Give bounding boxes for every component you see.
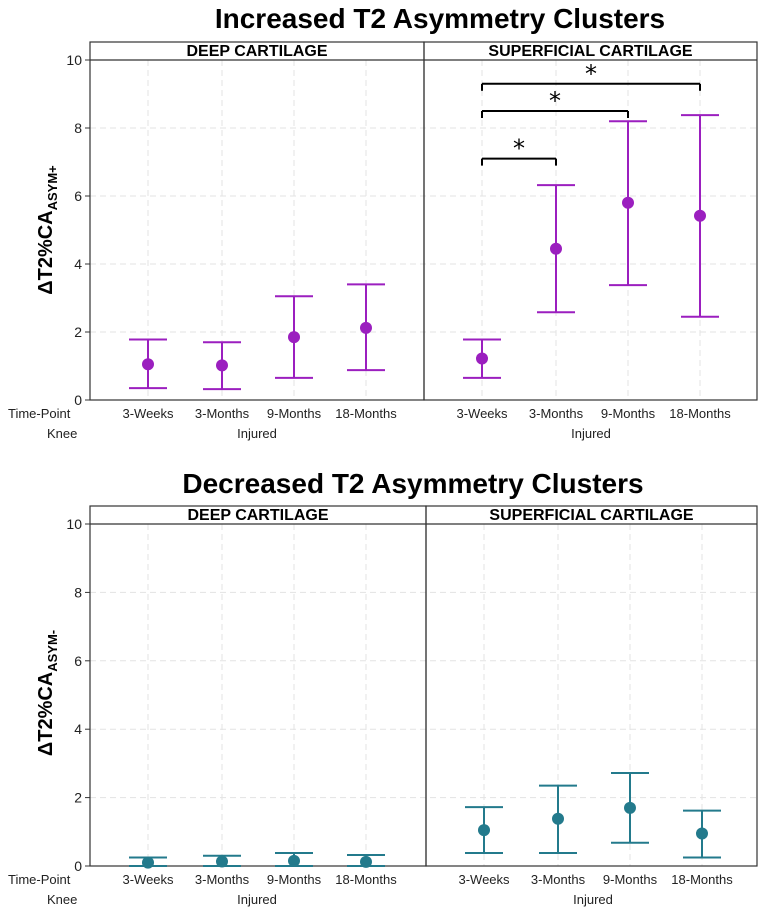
mean-point (552, 812, 564, 825)
chart-title: Increased T2 Asymmetry Clusters (215, 3, 665, 34)
panel-superficial: SUPERFICIAL CARTILAGE 3-Weeks 3-Months 9-Mo… (425, 505, 758, 907)
x-tick-label: 3-Weeks (122, 406, 174, 421)
y-tick-label: 8 (74, 120, 82, 136)
error-bar-group (347, 283, 385, 372)
x-tick-label: 18-Months (335, 406, 397, 421)
panel-frame (89, 505, 427, 867)
error-bar-group (203, 854, 241, 868)
mean-point (360, 321, 372, 334)
x-tick-label: 9-Months (267, 406, 322, 421)
y-axis-label-main: ΔT2%CA (35, 672, 57, 756)
y-axis-label-main: ΔT2%CA (35, 210, 57, 294)
significance-asterisk: * (513, 135, 525, 163)
knee-row-label: Knee (47, 892, 77, 907)
mean-point (694, 209, 706, 222)
y-tick-label: 6 (74, 188, 82, 204)
x-tick-label: 9-Months (603, 872, 658, 887)
panel-frame (425, 505, 758, 867)
y-tick-label: 2 (74, 790, 82, 806)
x-tick-label: 3-Weeks (458, 872, 510, 887)
error-bar-group (683, 809, 721, 859)
error-bar-group (537, 184, 575, 314)
knee-label: Injured (237, 426, 277, 441)
y-tick-label: 10 (66, 52, 82, 68)
panel-deep: DEEP CARTILAGE 3-Weeks 3-Months 9-Months 18-… (89, 41, 425, 441)
x-tick-label: 3-Months (195, 872, 250, 887)
y-axis-label: ΔT2%CAASYM- (35, 630, 60, 756)
y-tick-label: 0 (74, 392, 82, 408)
y-axis-label: ΔT2%CAASYM+ (35, 165, 60, 295)
significance-asterisk: * (585, 60, 597, 88)
significance-bracket: * (481, 135, 557, 166)
error-bar-group (611, 771, 649, 844)
error-bar-group (129, 856, 167, 869)
x-tick-label: 3-Weeks (456, 406, 508, 421)
mean-point (288, 854, 300, 867)
y-tick-label: 4 (74, 256, 82, 272)
x-tick-label: 9-Months (267, 872, 322, 887)
mean-point (696, 827, 708, 840)
y-tick-label: 0 (74, 858, 82, 874)
chart-title: Decreased T2 Asymmetry Clusters (182, 468, 643, 499)
decreased-t2-chart: Decreased T2 Asymmetry Clusters ΔT2%CAASY… (8, 468, 758, 907)
error-bar-group (129, 338, 167, 390)
x-tick-label: 3-Months (529, 406, 584, 421)
panel-superficial: SUPERFICIAL CARTILAGE 3-Weeks 3-Months 9-Mo… (423, 41, 758, 441)
mean-point (142, 358, 154, 371)
mean-point (216, 855, 228, 868)
y-axis-label-subscript: ASYM- (45, 630, 60, 672)
panel-frame (89, 41, 425, 401)
panel-label: DEEP CARTILAGE (186, 43, 327, 60)
x-tick-label: 3-Months (195, 406, 250, 421)
knee-label: Injured (237, 892, 277, 907)
x-tick-label: 9-Months (601, 406, 656, 421)
error-bar-group (275, 852, 313, 867)
y-tick-label: 10 (66, 516, 82, 532)
error-bar-group (609, 120, 647, 287)
time-point-row-label: Time-Point (8, 406, 71, 421)
mean-point (550, 242, 562, 255)
y-tick-label: 6 (74, 653, 82, 669)
mean-point (142, 856, 154, 869)
panel-frame (423, 41, 758, 401)
significance-bracket: * (481, 87, 629, 118)
mean-point (478, 824, 490, 837)
knee-label: Injured (573, 892, 613, 907)
mean-point (216, 359, 228, 372)
error-bar-group (463, 338, 501, 379)
knee-row-label: Knee (47, 426, 77, 441)
x-tick-label: 18-Months (669, 406, 731, 421)
knee-label: Injured (571, 426, 611, 441)
error-bar-group (465, 806, 503, 855)
x-tick-label: 18-Months (335, 872, 397, 887)
error-bar-group (275, 295, 313, 379)
error-bar-group (203, 341, 241, 391)
mean-point (360, 855, 372, 868)
panel-label: SUPERFICIAL CARTILAGE (488, 43, 692, 60)
panel-deep: DEEP CARTILAGE 3-Weeks 3-Months 9-Months 18-… (89, 505, 427, 907)
y-tick-label: 8 (74, 584, 82, 600)
x-tick-label: 18-Months (671, 872, 733, 887)
x-tick-label: 3-Weeks (122, 872, 174, 887)
error-bar-group (347, 854, 385, 868)
mean-point (476, 352, 488, 365)
significance-asterisk: * (549, 87, 561, 115)
x-tick-label: 3-Months (531, 872, 586, 887)
mean-point (624, 801, 636, 814)
error-bar-group (539, 784, 577, 855)
y-axis-label-subscript: ASYM+ (45, 165, 60, 211)
panel-label: SUPERFICIAL CARTILAGE (489, 507, 693, 524)
error-bar-group (681, 114, 719, 318)
increased-t2-chart: Increased T2 Asymmetry Clusters ΔT2%CAASY… (8, 3, 758, 441)
time-point-row-label: Time-Point (8, 872, 71, 887)
mean-point (288, 331, 300, 344)
y-tick-label: 2 (74, 324, 82, 340)
mean-point (622, 196, 634, 209)
panel-label: DEEP CARTILAGE (187, 507, 328, 524)
y-tick-label: 4 (74, 721, 82, 737)
significance-bracket: * (481, 60, 701, 91)
